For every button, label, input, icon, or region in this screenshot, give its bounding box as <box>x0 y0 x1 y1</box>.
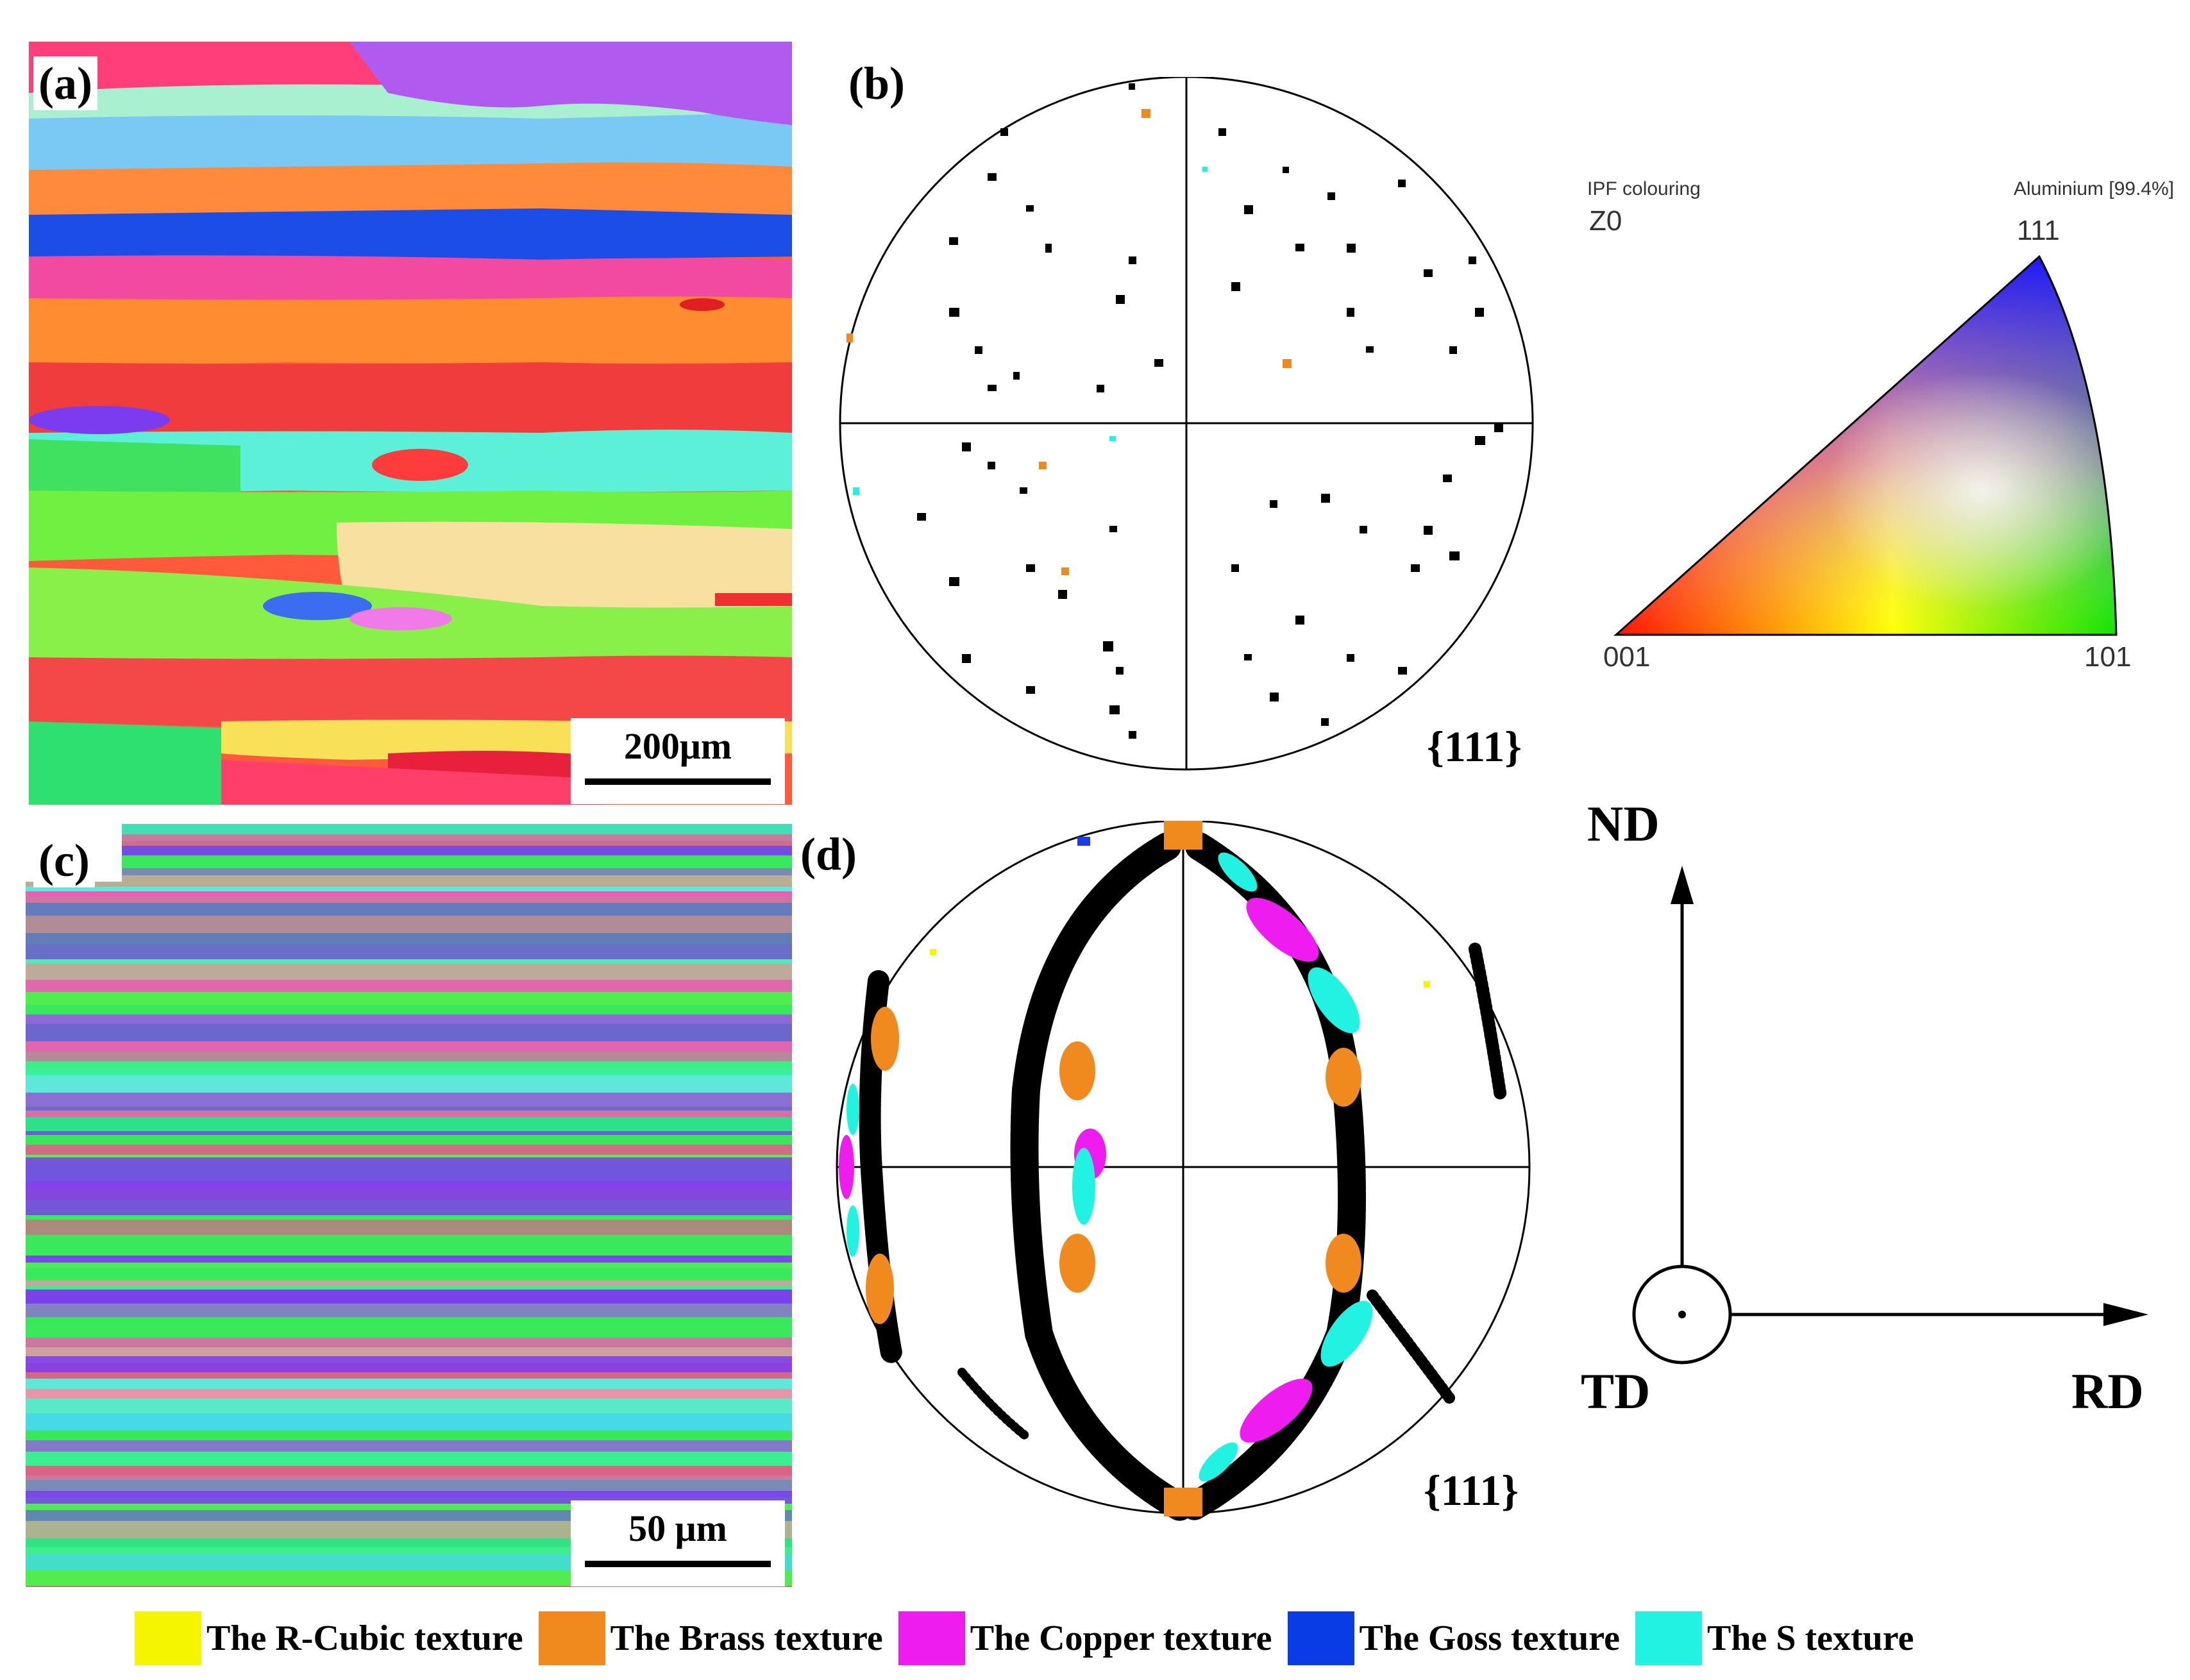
legend-label-r-cubic: The R-Cubic texture <box>206 1618 523 1658</box>
ebsd-map-c <box>26 824 792 1587</box>
scale-bar-a <box>585 778 771 785</box>
scale-box-c: 50 μm <box>571 1500 785 1586</box>
ipf-subtitle: Z0 <box>1589 205 1622 237</box>
legend-label-brass: The Brass texture <box>610 1618 883 1658</box>
legend-swatch-r-cubic <box>135 1611 201 1665</box>
legend-item-brass: The Brass texture <box>538 1611 883 1665</box>
ipf-corner-001: 001 <box>1603 641 1651 673</box>
legend-swatch-copper <box>898 1611 965 1665</box>
scale-text-c: 50 μm <box>628 1508 727 1549</box>
texture-legend: The R-Cubic texture The Brass texture Th… <box>135 1609 1930 1667</box>
ipf-title: IPF colouring <box>1587 178 1701 199</box>
axis-label-td: TD <box>1581 1363 1651 1419</box>
panel-label-b: (b) <box>848 58 905 109</box>
pole-label-d: {111} <box>1424 1466 1519 1515</box>
legend-swatch-goss <box>1287 1611 1354 1665</box>
legend-label-copper: The Copper texture <box>970 1618 1272 1658</box>
scale-box-a: 200μm <box>571 718 785 804</box>
ipf-material: Aluminium [99.4%] <box>2014 178 2175 199</box>
scale-text-a: 200μm <box>623 725 732 767</box>
legend-item-r-cubic: The R-Cubic texture <box>135 1611 523 1665</box>
legend-item-copper: The Copper texture <box>898 1611 1272 1665</box>
ipf-triangle <box>1613 255 2118 636</box>
legend-label-goss: The Goss texture <box>1359 1618 1621 1658</box>
ipf-corner-101: 101 <box>2084 641 2132 673</box>
legend-item-s: The S texture <box>1635 1611 1914 1665</box>
sample-axes <box>1632 866 2148 1365</box>
panel-label-c: (c) <box>33 834 95 887</box>
axis-label-rd: RD <box>2071 1363 2144 1419</box>
pole-label-b: {111} <box>1427 722 1522 771</box>
legend-label-s: The S texture <box>1707 1618 1914 1658</box>
pole-figure-b <box>839 77 1534 771</box>
panel-label-d: (d) <box>800 828 857 880</box>
legend-swatch-brass <box>538 1611 605 1665</box>
ipf-corner-111: 111 <box>2017 215 2060 246</box>
axis-label-nd: ND <box>1587 796 1660 852</box>
legend-item-goss: The Goss texture <box>1287 1611 1621 1665</box>
scale-bar-c <box>585 1561 771 1567</box>
ebsd-map-a <box>29 42 792 805</box>
pole-figure-d <box>836 821 1531 1521</box>
panel-label-a: (a) <box>33 56 97 110</box>
legend-swatch-s <box>1635 1611 1703 1665</box>
